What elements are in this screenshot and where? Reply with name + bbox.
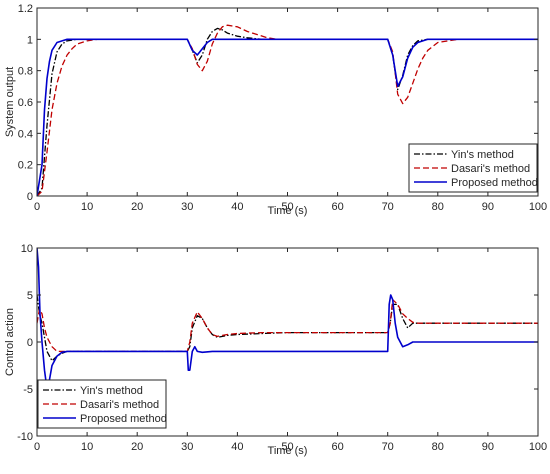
y-tick-label: 1 (27, 34, 33, 46)
y-tick-label: 5 (27, 290, 33, 302)
y-axis-label: Control action (4, 308, 16, 376)
x-tick-label: 10 (81, 441, 93, 453)
y-tick-label: 0 (27, 191, 33, 203)
y-tick-label: 0.2 (18, 160, 33, 172)
x-tick-label: 80 (432, 201, 444, 213)
y-tick-label: 0.4 (18, 128, 33, 140)
x-tick-label: 10 (81, 201, 93, 213)
x-tick-label: 100 (529, 441, 547, 453)
x-tick-label: 20 (131, 441, 143, 453)
x-tick-label: 100 (529, 201, 547, 213)
x-tick-label: 40 (231, 441, 243, 453)
x-tick-label: 0 (34, 441, 40, 453)
x-tick-label: 80 (432, 441, 444, 453)
y-axis-label: System output (4, 67, 16, 137)
x-tick-label: 0 (34, 201, 40, 213)
legend: Yin's method Dasari's method Proposed meth… (37, 379, 167, 429)
x-tick-label: 50 (281, 201, 293, 213)
legend: Yin's method Dasari's method Proposed meth… (408, 143, 538, 193)
legend-box (408, 143, 538, 193)
x-tick-label: 70 (382, 441, 394, 453)
legend-label-2: Dasari's method (451, 163, 530, 175)
x-tick-label: 20 (131, 201, 143, 213)
x-axis-label: Time (s) (268, 445, 308, 457)
y-tick-label: -10 (17, 431, 33, 443)
series-line-2 (37, 24, 538, 196)
x-tick-label: 40 (231, 201, 243, 213)
x-tick-label: 50 (281, 441, 293, 453)
x-tick-label: 60 (331, 201, 343, 213)
y-tick-label: 0 (27, 337, 33, 349)
series-line-3 (37, 38, 538, 196)
legend-label-1: Yin's method (80, 385, 143, 397)
chart-2: 0 10 20 30 40 50 60 70 80 90 100 -10 -5 0 5 10 Time (s) C… (4, 243, 547, 457)
chart-1: 0 10 20 30 40 50 60 70 80 90 100 0 0.2 0.4 0.6 0.8 1 1.2 T… (4, 3, 547, 217)
x-tick-label: 90 (482, 441, 494, 453)
y-tick-label: 10 (21, 243, 33, 255)
x-tick-label: 90 (482, 201, 494, 213)
legend-label-1: Yin's method (451, 149, 514, 161)
y-tick-label: 1.2 (18, 3, 33, 15)
x-axis-label: Time (s) (268, 205, 308, 217)
x-tick-label: 70 (382, 201, 394, 213)
legend-label-2: Dasari's method (80, 399, 159, 411)
x-tick-label: 30 (181, 441, 193, 453)
series-line-1 (37, 27, 538, 196)
y-tick-label: 0.6 (18, 97, 33, 109)
x-tick-label: 30 (181, 201, 193, 213)
legend-box (37, 379, 167, 429)
series-line-2 (37, 299, 538, 353)
legend-label-3: Proposed method (80, 413, 167, 425)
y-tick-label: -5 (23, 384, 33, 396)
x-tick-label: 60 (331, 441, 343, 453)
legend-label-3: Proposed method (451, 177, 538, 189)
y-tick-label: 0.8 (18, 66, 33, 78)
series-group (37, 24, 538, 196)
